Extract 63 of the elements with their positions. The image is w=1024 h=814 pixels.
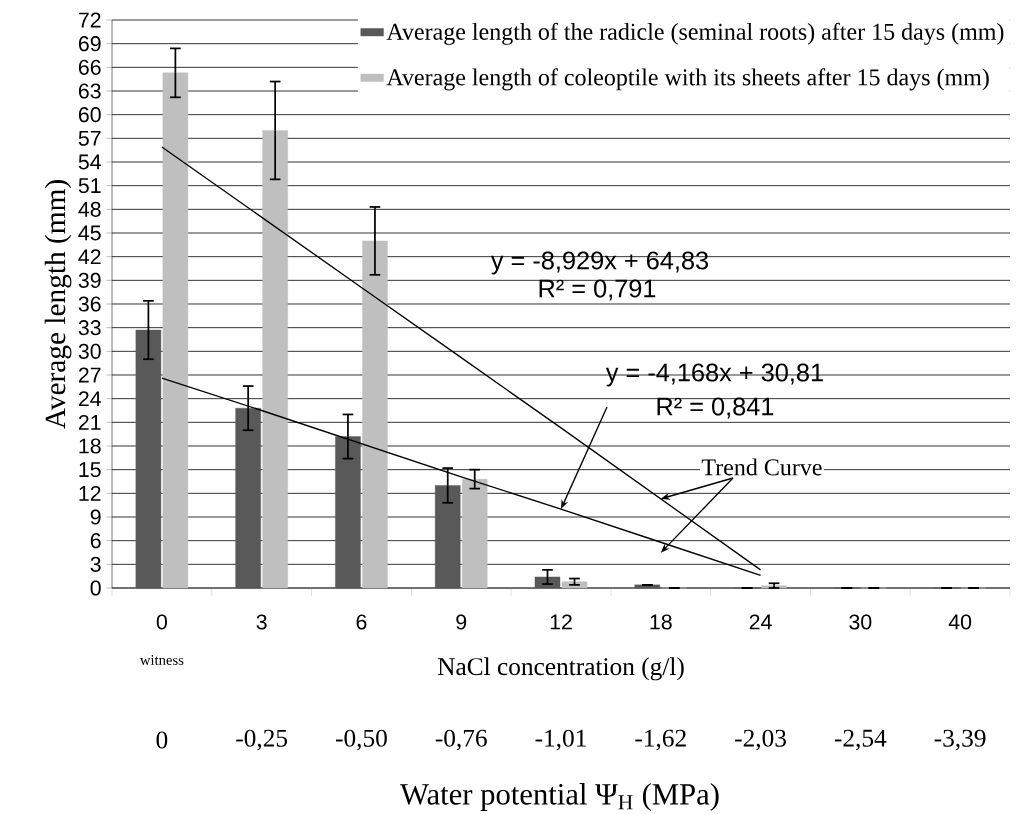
legend-label: Average length of coleoptile with its sheets after 15 days (mm)	[386, 68, 989, 91]
text: -1,62	[635, 729, 686, 751]
annotation: y = -8,929x + 64,83	[490, 251, 709, 275]
y-tick-label: 15	[79, 462, 101, 478]
bar	[235, 407, 261, 589]
bar	[335, 436, 361, 589]
text: Water potential Ψ$_{H}$ (MPa)	[400, 783, 719, 811]
x-tick-label: 40	[948, 614, 972, 630]
y-tick-label: 21	[78, 414, 101, 430]
y-tick-label: 63	[78, 83, 101, 99]
x-tick-label: 3	[256, 614, 267, 630]
y-tick-label: 57	[78, 130, 101, 146]
text: -2,54	[834, 729, 887, 751]
bar	[135, 329, 162, 589]
annotation: R² = 0,841	[657, 397, 774, 419]
y-tick-label: 72	[78, 12, 101, 28]
y-tick-label: 24	[78, 391, 101, 407]
x-tick-label: 12	[550, 614, 572, 630]
x-tick-label: 30	[849, 614, 872, 630]
text: -1,01	[535, 729, 586, 751]
y-tick-label: 42	[78, 249, 101, 265]
bar	[162, 72, 189, 589]
x-tick-label: 0	[156, 614, 167, 630]
legend-label: Average length of the radicle (seminal roots) after 15 days (mm)	[386, 22, 1004, 45]
y-tick-label: 36	[78, 296, 101, 312]
text: -0,76	[435, 729, 487, 751]
y-tick-label: 54	[78, 154, 101, 170]
bar	[362, 240, 388, 589]
y-tick-label: 9	[90, 509, 101, 525]
bar	[262, 130, 288, 589]
y-tick-label: 51	[78, 178, 101, 194]
x-tick-label: 18	[650, 614, 672, 630]
y-tick-label: 66	[78, 59, 101, 75]
y-tick-label: 48	[78, 201, 101, 217]
bar	[634, 584, 661, 589]
annotation: y = -4,168x + 30,81	[605, 363, 823, 387]
annotation: Trend Curve	[701, 458, 822, 476]
text: 0	[156, 731, 168, 749]
bar	[434, 485, 461, 589]
annotation: R² = 0,791	[539, 279, 656, 301]
y-tick-label: 60	[78, 107, 101, 123]
text: -2,03	[735, 729, 786, 751]
x-tick-label: 6	[356, 614, 367, 630]
y-tick-label: 33	[78, 320, 101, 336]
x-tick-label: 9	[456, 614, 467, 630]
y-tick-label: 0	[90, 580, 101, 596]
text: -0,25	[236, 729, 288, 751]
y-tick-label: 6	[90, 533, 101, 549]
y-tick-label: 45	[78, 225, 101, 241]
text: witness	[139, 655, 184, 665]
y-tick-label: 30	[78, 343, 101, 359]
y-tick-label: 69	[78, 36, 101, 52]
x-axis-title: NaCl concentration (g/l)	[437, 657, 684, 681]
y-tick-label: 12	[79, 485, 101, 501]
bar	[461, 478, 488, 589]
x-tick-label: 24	[749, 614, 772, 630]
text: -0,50	[336, 729, 387, 751]
y-tick-label: 18	[79, 438, 101, 454]
y-axis-title: Average length (mm)	[44, 180, 72, 429]
y-tick-label: 27	[78, 367, 101, 383]
text: -3,39	[934, 729, 986, 751]
y-tick-label: 3	[90, 556, 101, 572]
y-tick-label: 39	[78, 272, 101, 288]
